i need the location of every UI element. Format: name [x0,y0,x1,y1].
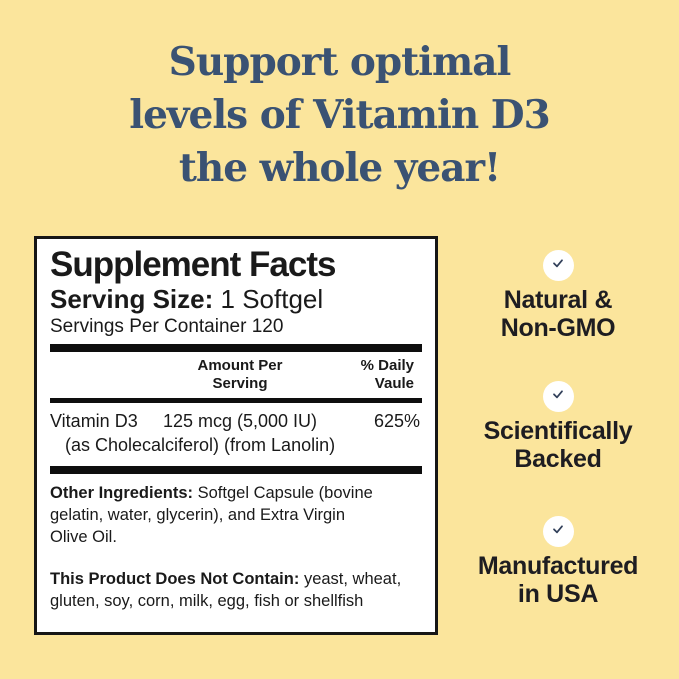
ingredient-daily-value: 625% [373,411,420,431]
does-not-contain: This Product Does Not Contain: yeast, wh… [50,568,422,612]
divider-thick-top [50,344,422,352]
check-icon [550,255,566,276]
does-not-contain-label: This Product Does Not Contain: [50,570,300,588]
amount-per-serving-header: Amount Per Serving [197,357,283,392]
header-spacer [50,357,155,393]
servings-per-container: Servings Per Container 120 [50,316,284,337]
facts-table-header: Amount Per Serving % Daily Vaule [50,357,422,393]
check-circle [542,381,574,412]
divider-thick-bottom [50,466,422,474]
badge-manufactured-in-usa: Manufactured in USA [448,516,668,608]
check-circle [542,516,574,547]
other-ingredients: Other Ingredients: Softgel Capsule (bovi… [50,482,422,548]
badge-label: Scientifically Backed [483,417,633,473]
badge-scientifically-backed: Scientifically Backed [448,381,668,473]
serving-size-line: Serving Size: 1 Softgel [50,285,422,313]
check-icon [550,386,566,407]
supplement-facts-title: Supplement Facts [50,245,336,284]
ingredient-name: Vitamin D3 [50,411,138,431]
check-circle [542,250,574,281]
serving-size-label: Serving Size: [50,284,214,314]
badge-label: Natural & Non-GMO [500,286,616,342]
check-icon [550,521,566,542]
ingredient-amount: 125 mcg (5,000 IU) [162,411,318,431]
ingredient-source-note: (as Cholecalciferol) (from Lanolin) [65,435,336,455]
badge-natural-non-gmo: Natural & Non-GMO [448,250,668,342]
other-ingredients-text: Softgel Capsule (bovine gelatin, water, … [50,484,373,546]
serving-size-value: 1 Softgel [220,284,324,314]
other-ingredients-label: Other Ingredients: [50,484,194,502]
headline: Support optimal levels of Vitamin D3 the… [129,39,550,191]
daily-value-header: % Daily Vaule [360,357,414,392]
supplement-facts-panel: Supplement Facts Serving Size: 1 Softgel… [34,236,438,635]
table-row: Vitamin D3 125 mcg (5,000 IU) 625% [50,411,422,431]
does-not-contain-text: yeast, wheat, gluten, soy, corn, milk, e… [50,570,402,610]
badge-label: Manufactured in USA [477,552,639,608]
divider-header [50,398,422,403]
